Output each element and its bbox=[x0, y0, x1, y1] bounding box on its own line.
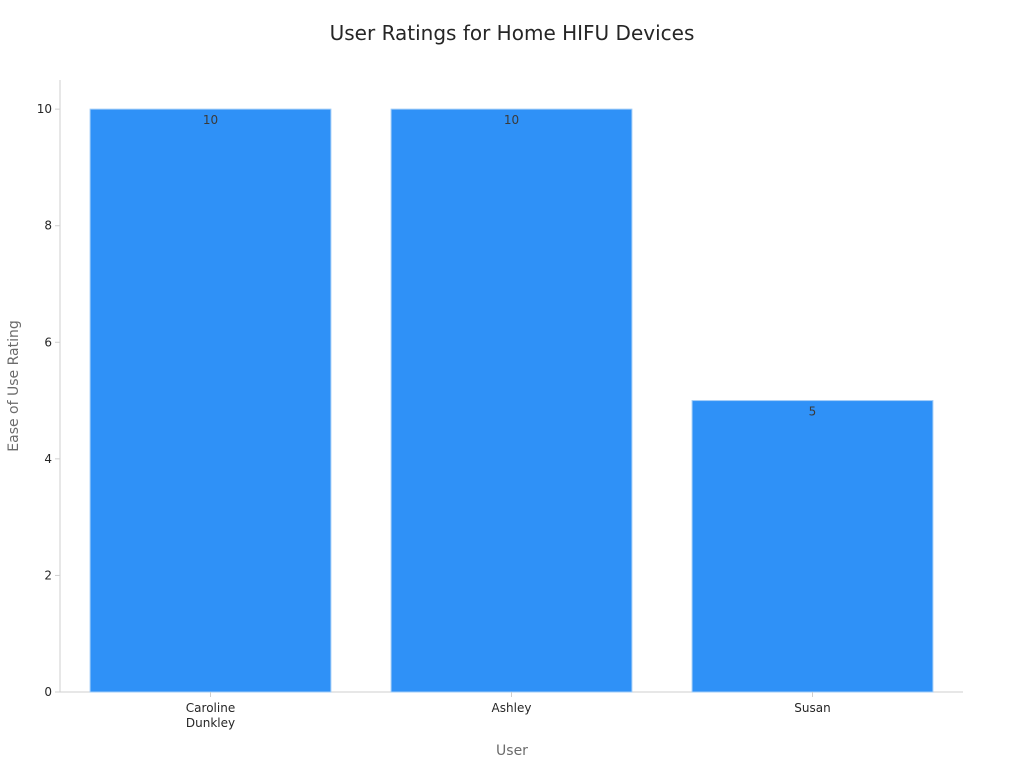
x-tick-label-line: Dunkley bbox=[186, 716, 235, 730]
y-tick-label: 6 bbox=[44, 335, 52, 349]
y-tick-label: 8 bbox=[44, 219, 52, 233]
bars-group bbox=[89, 108, 934, 693]
bar bbox=[390, 108, 633, 693]
x-tick-label: Susan bbox=[794, 701, 830, 715]
y-tick-label: 10 bbox=[37, 102, 52, 116]
y-tick-label: 0 bbox=[44, 685, 52, 699]
x-tick-label: Ashley bbox=[492, 701, 532, 715]
y-tick-label: 2 bbox=[44, 568, 52, 582]
y-tick-label: 4 bbox=[44, 452, 52, 466]
x-tick-label: Caroline Dunkley bbox=[186, 701, 235, 730]
x-axis-ticks: Caroline Dunkley Ashley Susan bbox=[186, 692, 831, 730]
x-tick-label-line: Caroline bbox=[186, 701, 235, 715]
bar bbox=[691, 400, 934, 693]
x-tick-label-line: Susan bbox=[794, 701, 830, 715]
x-axis-label: User bbox=[496, 743, 528, 759]
x-tick-label-line: Ashley bbox=[492, 701, 532, 715]
bar bbox=[89, 108, 332, 693]
bar-value-label: 10 bbox=[203, 113, 218, 127]
bar-value-label: 10 bbox=[504, 113, 519, 127]
y-axis-ticks: 0 2 4 6 8 10 bbox=[37, 102, 60, 699]
data-labels-group: 10 10 5 bbox=[203, 113, 816, 418]
y-axis-label: Ease of Use Rating bbox=[6, 320, 22, 451]
chart-title: User Ratings for Home HIFU Devices bbox=[330, 21, 695, 45]
bar-value-label: 5 bbox=[809, 405, 817, 419]
